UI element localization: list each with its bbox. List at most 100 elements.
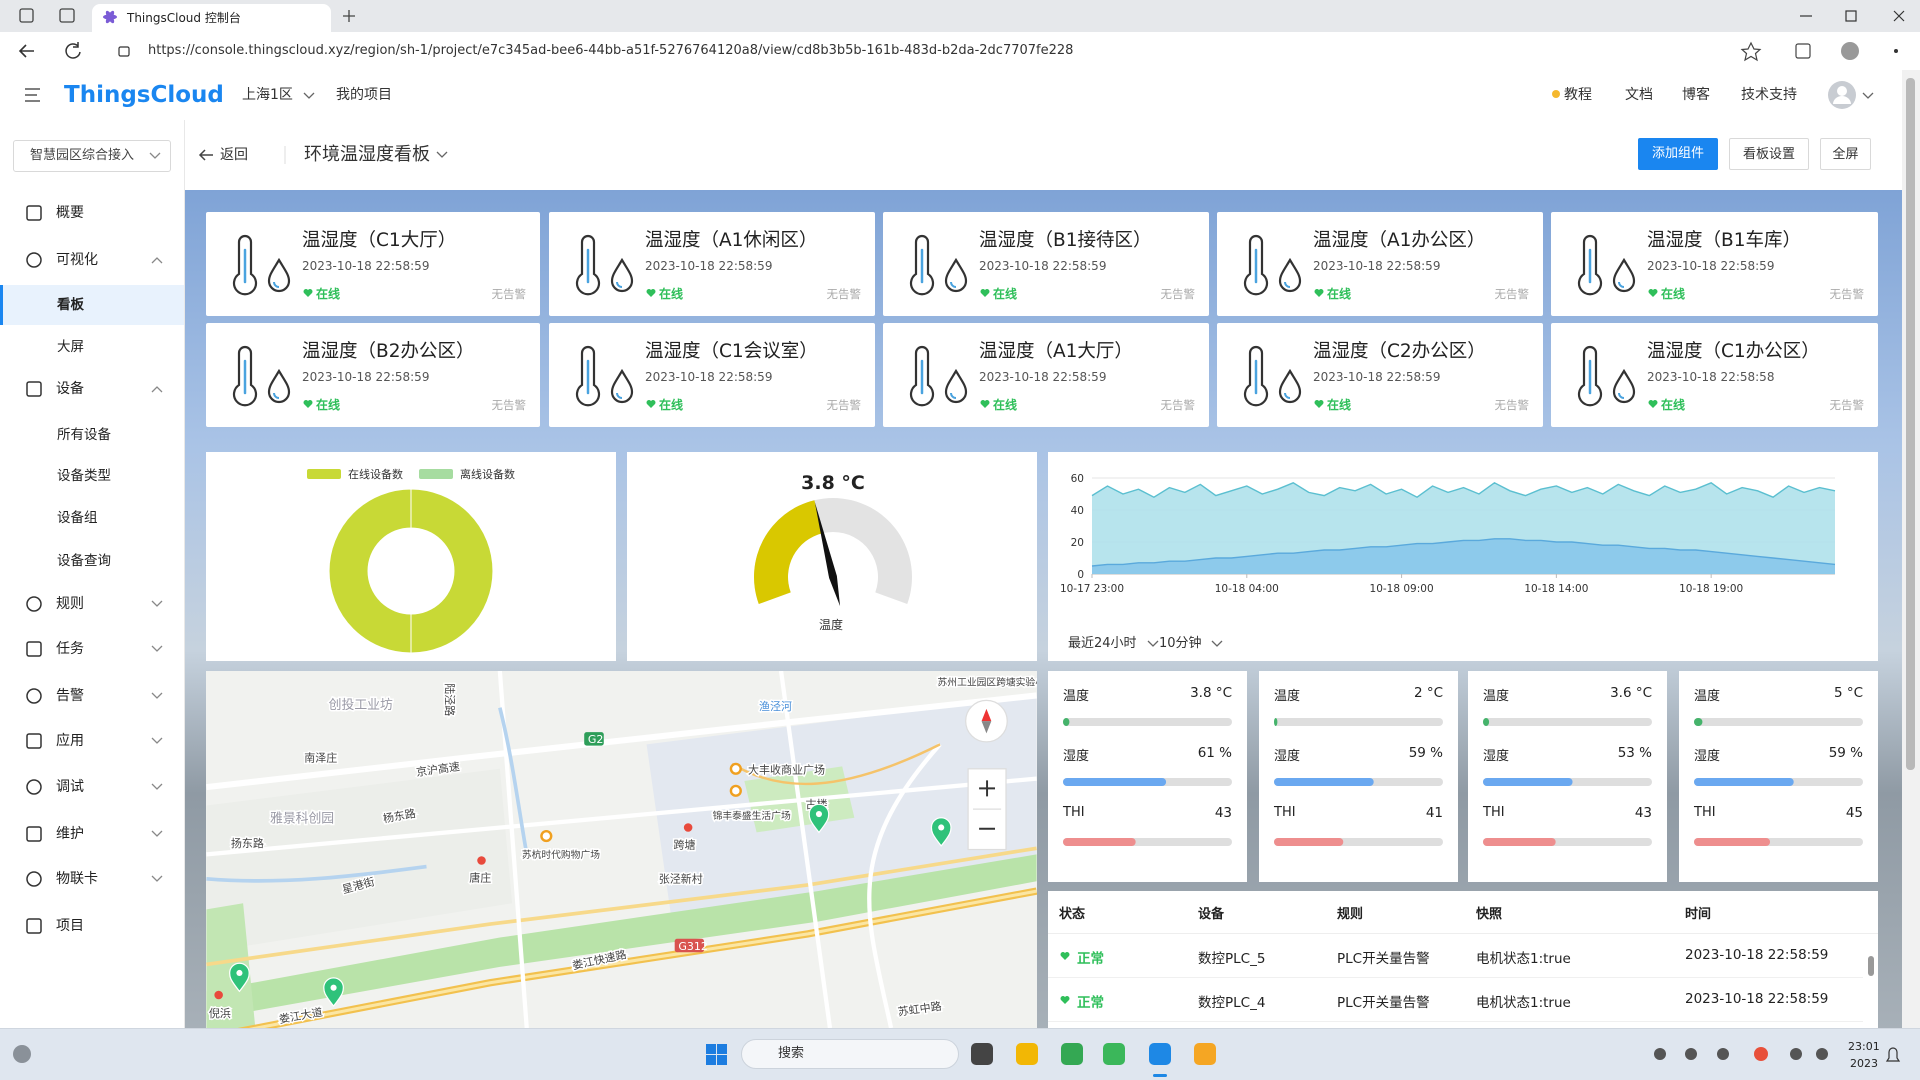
droplet-shine bbox=[616, 281, 623, 288]
submenu-item[interactable]: 所有设备 bbox=[57, 427, 111, 443]
header-link[interactable]: 文档 bbox=[1625, 87, 1653, 103]
tray-icon bbox=[1685, 1048, 1697, 1060]
menu-item[interactable]: 可视化 bbox=[56, 252, 98, 268]
project-link[interactable]: 我的项目 bbox=[336, 87, 392, 103]
menu-item[interactable]: 调试 bbox=[56, 779, 84, 795]
droplet-shine bbox=[1618, 281, 1625, 288]
project-select[interactable]: 智慧园区综合接入 bbox=[13, 140, 171, 172]
device-pin-dot bbox=[330, 984, 337, 991]
chevron-line bbox=[151, 692, 163, 699]
chevron-line bbox=[1211, 640, 1223, 647]
back-link[interactable]: 返回 bbox=[220, 147, 248, 163]
sensor-card[interactable]: 温湿度（C1会议室） 2023-10-18 22:58:59 在线 无告警 bbox=[549, 323, 875, 427]
menu-item[interactable]: 规则 bbox=[56, 596, 84, 612]
menu-item[interactable]: 设备 bbox=[56, 381, 84, 397]
chevron-line bbox=[303, 92, 315, 99]
header-link[interactable]: 教程 bbox=[1564, 87, 1592, 103]
board-title[interactable]: 环境温湿度看板 bbox=[304, 144, 430, 165]
sensor-card[interactable]: 温湿度（A1办公区） 2023-10-18 22:58:59 在线 无告警 bbox=[1217, 212, 1543, 316]
poi-marker bbox=[729, 762, 742, 775]
chevron bbox=[151, 600, 163, 607]
table-cell: PLC开关量告警 bbox=[1337, 951, 1430, 967]
menu-item[interactable]: 应用 bbox=[56, 733, 84, 749]
gauge-needle bbox=[814, 502, 841, 607]
droplet-shine bbox=[950, 281, 957, 288]
time-control[interactable]: 最近24小时 bbox=[1068, 636, 1137, 651]
toolbar-button[interactable]: 看板设置 bbox=[1729, 138, 1809, 170]
sensor-card[interactable]: 温湿度（C2办公区） 2023-10-18 22:58:59 在线 无告警 bbox=[1217, 323, 1543, 427]
table-cell: 正常 bbox=[1077, 951, 1104, 967]
toolbar-button[interactable]: 全屏 bbox=[1820, 138, 1871, 170]
menu-icon-shape bbox=[26, 779, 42, 795]
widgets-icon bbox=[13, 1045, 31, 1063]
menu-icon-shape bbox=[26, 826, 42, 842]
droplet bbox=[610, 257, 634, 293]
submenu-item[interactable]: 设备类型 bbox=[57, 468, 111, 484]
menu-icon bbox=[26, 252, 42, 268]
header-icons bbox=[25, 81, 1856, 109]
map-label: 苏杭时代购物广场 bbox=[522, 848, 600, 861]
droplet-shine bbox=[1284, 281, 1291, 288]
card-time: 2023-10-18 22:58:59 bbox=[645, 370, 773, 384]
map-road-orange bbox=[731, 743, 941, 786]
submenu-item[interactable]: 设备组 bbox=[57, 510, 98, 526]
menu-item[interactable]: 维护 bbox=[56, 826, 84, 842]
submenu-item[interactable]: 设备查询 bbox=[57, 553, 111, 569]
map-expressway bbox=[206, 846, 1037, 967]
card-title: 温湿度（B1车库） bbox=[1647, 230, 1801, 251]
map-label: 唐庄 bbox=[469, 870, 491, 884]
metric-value: 3.6 °C bbox=[1610, 685, 1652, 701]
chevron-line bbox=[151, 875, 163, 882]
metric-label: 温度 bbox=[1694, 689, 1721, 704]
droplet-shine bbox=[273, 281, 280, 288]
submenu-item[interactable]: 大屏 bbox=[57, 339, 84, 355]
metric-value: 5 °C bbox=[1833, 685, 1863, 701]
sensor-card[interactable]: 温湿度（C1办公区） 2023-10-18 22:58:58 在线 无告警 bbox=[1551, 323, 1878, 427]
card-status: 在线 bbox=[993, 287, 1018, 301]
menu-item[interactable]: 告警 bbox=[56, 688, 84, 704]
status-icon bbox=[1648, 400, 1658, 408]
map-label: 渔泾河 bbox=[759, 700, 792, 713]
menu-icon bbox=[26, 641, 42, 657]
chevron bbox=[151, 875, 163, 882]
sensor-card[interactable]: 温湿度（A1休闲区） 2023-10-18 22:58:59 在线 无告警 bbox=[549, 212, 875, 316]
card-title: 温湿度（A1办公区） bbox=[1313, 230, 1486, 251]
header-link[interactable]: 博客 bbox=[1682, 87, 1710, 103]
chevron bbox=[151, 783, 163, 790]
tray-icon bbox=[1654, 1048, 1666, 1060]
taskbar-icons bbox=[13, 1043, 1901, 1077]
status-icon bbox=[303, 400, 313, 408]
sensor-card[interactable]: 温湿度（B1接待区） 2023-10-18 22:58:59 在线 无告警 bbox=[883, 212, 1209, 316]
menu-item[interactable]: 任务 bbox=[56, 641, 84, 657]
metric-fill bbox=[1483, 838, 1556, 846]
card-time: 2023-10-18 22:58:59 bbox=[302, 259, 430, 273]
table-header: 快照 bbox=[1476, 907, 1503, 922]
chevron bbox=[149, 152, 161, 159]
chevron-line bbox=[151, 783, 163, 790]
refresh-button bbox=[65, 42, 81, 59]
card-time: 2023-10-18 22:58:59 bbox=[302, 370, 430, 384]
status-heart bbox=[1648, 289, 1658, 297]
menu-item[interactable]: 概要 bbox=[56, 205, 84, 221]
sensor-card[interactable]: 温湿度（A1大厅） 2023-10-18 22:58:59 在线 无告警 bbox=[883, 323, 1209, 427]
metric-bar bbox=[1274, 718, 1443, 726]
profile-icon bbox=[1841, 42, 1859, 60]
search-box[interactable] bbox=[741, 1039, 959, 1069]
time-control[interactable]: 10分钟 bbox=[1159, 636, 1202, 651]
menu-item[interactable]: 物联卡 bbox=[56, 871, 98, 887]
sensor-card[interactable]: 温湿度（C1大厅） 2023-10-18 22:58:59 在线 无告警 bbox=[206, 212, 540, 316]
x-tick-label: 10-18 04:00 bbox=[1215, 583, 1279, 595]
device-pin-dot bbox=[815, 810, 823, 818]
sensor-card[interactable]: 温湿度（B2办公区） 2023-10-18 22:58:59 在线 无告警 bbox=[206, 323, 540, 427]
sensor-card[interactable]: 温湿度（B1车库） 2023-10-18 22:58:59 在线 无告警 bbox=[1551, 212, 1878, 316]
metric-panel: 温度 5 °C 湿度 59 % THI 45 bbox=[1679, 671, 1878, 882]
toolbar-button[interactable]: 添加组件 bbox=[1638, 138, 1718, 170]
header-link[interactable]: 技术支持 bbox=[1741, 87, 1797, 103]
table-scroll-thumb bbox=[1868, 956, 1874, 976]
metric-fill bbox=[1063, 718, 1070, 726]
active-app-indicator bbox=[1153, 1074, 1167, 1077]
submenu-item[interactable]: 看板 bbox=[57, 297, 84, 313]
metric-bar bbox=[1274, 778, 1443, 786]
menu-item[interactable]: 项目 bbox=[56, 918, 84, 934]
region-select[interactable]: 上海1区 bbox=[242, 87, 293, 103]
